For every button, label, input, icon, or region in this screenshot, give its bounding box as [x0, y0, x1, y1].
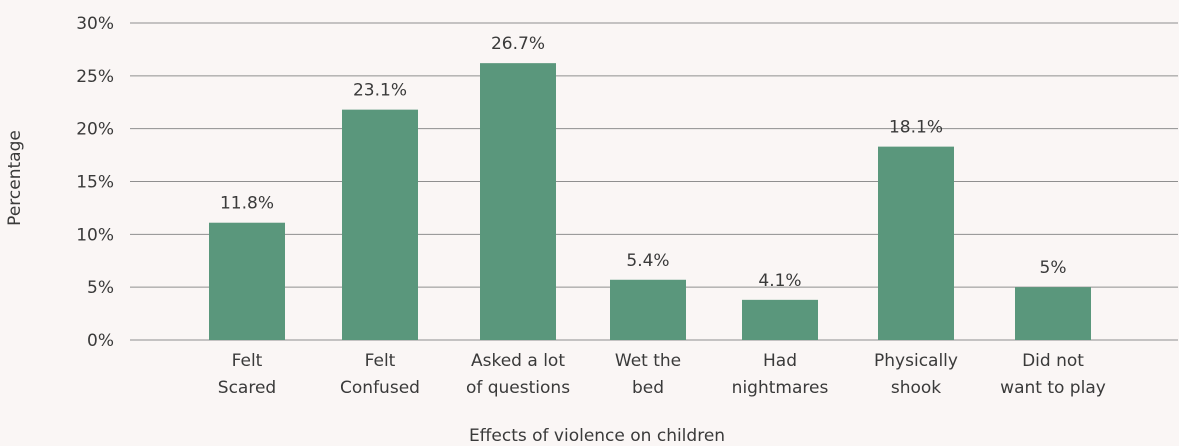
- x-axis-title: Effects of violence on children: [469, 426, 725, 446]
- data-label: 11.8%: [220, 194, 274, 214]
- bar: [610, 279, 686, 340]
- x-tick-label: Scared: [218, 378, 276, 398]
- x-tick-label: Physically: [874, 351, 958, 371]
- x-tick-label: Wet the: [615, 351, 681, 371]
- y-tick-label: 10%: [76, 225, 114, 245]
- x-axis-categories: Felt Scared Felt Confused Asked a lot of ques…: [218, 351, 1106, 398]
- data-label: 5%: [1040, 258, 1067, 278]
- data-label: 23.1%: [353, 81, 407, 101]
- x-tick-label: Felt: [365, 351, 396, 371]
- x-tick-label: Felt: [232, 351, 263, 371]
- bar: [878, 146, 954, 340]
- y-tick-label: 0%: [87, 331, 114, 351]
- x-tick-label: shook: [891, 378, 941, 398]
- x-tick-label: Had: [763, 351, 797, 371]
- data-label: 5.4%: [626, 251, 669, 271]
- bar: [342, 109, 418, 340]
- y-tick-label: 20%: [76, 120, 114, 140]
- bars: [209, 63, 1091, 341]
- x-tick-label: of questions: [466, 378, 570, 398]
- x-tick-label: Confused: [340, 378, 420, 398]
- y-axis-ticks: 0% 5% 10% 15% 20% 25% 30%: [76, 14, 114, 351]
- bar: [1015, 287, 1091, 340]
- data-label: 18.1%: [889, 118, 943, 138]
- y-axis-title: Percentage: [5, 130, 25, 226]
- x-tick-label: Did not: [1022, 351, 1084, 371]
- y-tick-label: 25%: [76, 67, 114, 87]
- y-tick-label: 15%: [76, 173, 114, 193]
- y-tick-label: 30%: [76, 14, 114, 34]
- x-tick-label: nightmares: [732, 378, 829, 398]
- bar: [742, 299, 818, 340]
- data-labels: 11.8% 23.1% 26.7% 5.4% 4.1% 18.1% 5%: [220, 34, 1067, 291]
- data-label: 4.1%: [758, 271, 801, 291]
- bar: [209, 222, 285, 340]
- x-tick-label: want to play: [1000, 378, 1106, 398]
- x-tick-label: bed: [632, 378, 664, 398]
- gridlines: [130, 22, 1178, 341]
- bar: [480, 63, 556, 341]
- y-tick-label: 5%: [87, 278, 114, 298]
- data-label: 26.7%: [491, 34, 545, 54]
- x-tick-label: Asked a lot: [471, 351, 565, 371]
